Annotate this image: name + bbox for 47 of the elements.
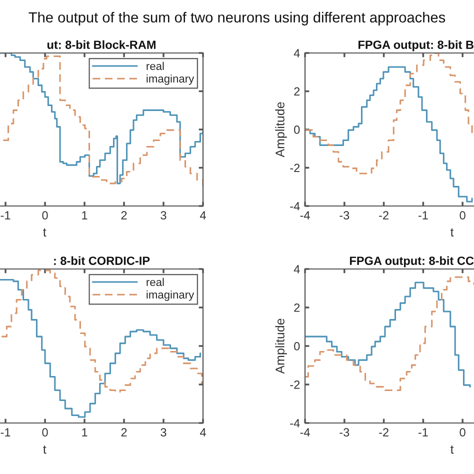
x-tick-label: 0 xyxy=(460,428,466,437)
y-tick-label: 4 xyxy=(294,49,300,58)
y-tick-label: -2 xyxy=(290,164,300,172)
y-tick-label: 2 xyxy=(294,304,300,312)
x-tick-label: 3 xyxy=(160,211,166,220)
chart-title: ut: 8-bit Block-RAM xyxy=(47,40,156,49)
legend-label: imaginary xyxy=(146,290,194,301)
x-tick-label: -4 xyxy=(300,211,310,220)
x-axis-title: t xyxy=(450,446,454,454)
x-tick-label: 2 xyxy=(121,211,127,220)
x-tick-label: -4 xyxy=(300,428,310,436)
x-axis-title: t xyxy=(43,228,46,237)
x-tick-label: -1 xyxy=(0,211,10,220)
chart-title: : 8-bit CORDIC-IP xyxy=(54,256,150,265)
y-axis-title: Amplitude xyxy=(275,102,287,158)
x-tick-label: 0 xyxy=(42,211,48,220)
legend-label: imaginary xyxy=(146,74,194,85)
legend-label: real xyxy=(146,62,164,70)
x-tick-label: 1 xyxy=(82,211,88,220)
x-tick-label: -2 xyxy=(379,428,388,436)
x-tick-label: 4 xyxy=(200,428,206,436)
y-tick-label: 2 xyxy=(294,87,300,96)
y-tick-label: 4 xyxy=(294,265,300,274)
y-tick-label: 0 xyxy=(294,126,300,134)
x-tick-label: -3 xyxy=(340,211,350,220)
x-tick-label: -1 xyxy=(0,428,10,436)
chart-title: FPGA output: 8-bit CC xyxy=(350,256,474,268)
y-axis-title: Amplitude xyxy=(275,318,287,374)
x-tick-label: 2 xyxy=(121,428,127,436)
x-axis-title: t xyxy=(450,228,454,237)
x-tick-label: -1 xyxy=(418,428,428,436)
x-tick-label: -2 xyxy=(379,211,388,220)
x-tick-label: 0 xyxy=(42,428,48,437)
x-tick-label: -3 xyxy=(340,428,350,437)
x-axis-title: t xyxy=(43,446,46,454)
x-tick-label: -1 xyxy=(418,211,428,220)
y-tick-label: -2 xyxy=(290,380,300,389)
x-tick-label: 4 xyxy=(200,211,206,220)
y-tick-label: 0 xyxy=(294,342,300,350)
x-tick-label: 0 xyxy=(460,211,466,220)
x-tick-label: 1 xyxy=(82,428,88,436)
text: The output of the sum of two neurons using different approaches xyxy=(28,12,446,26)
y-tick-label: -4 xyxy=(290,202,300,210)
chart-title: FPGA output: 8-bit B xyxy=(358,40,474,52)
x-tick-label: 3 xyxy=(160,428,166,437)
y-tick-label: -4 xyxy=(290,419,300,428)
legend-label: real xyxy=(146,278,164,286)
